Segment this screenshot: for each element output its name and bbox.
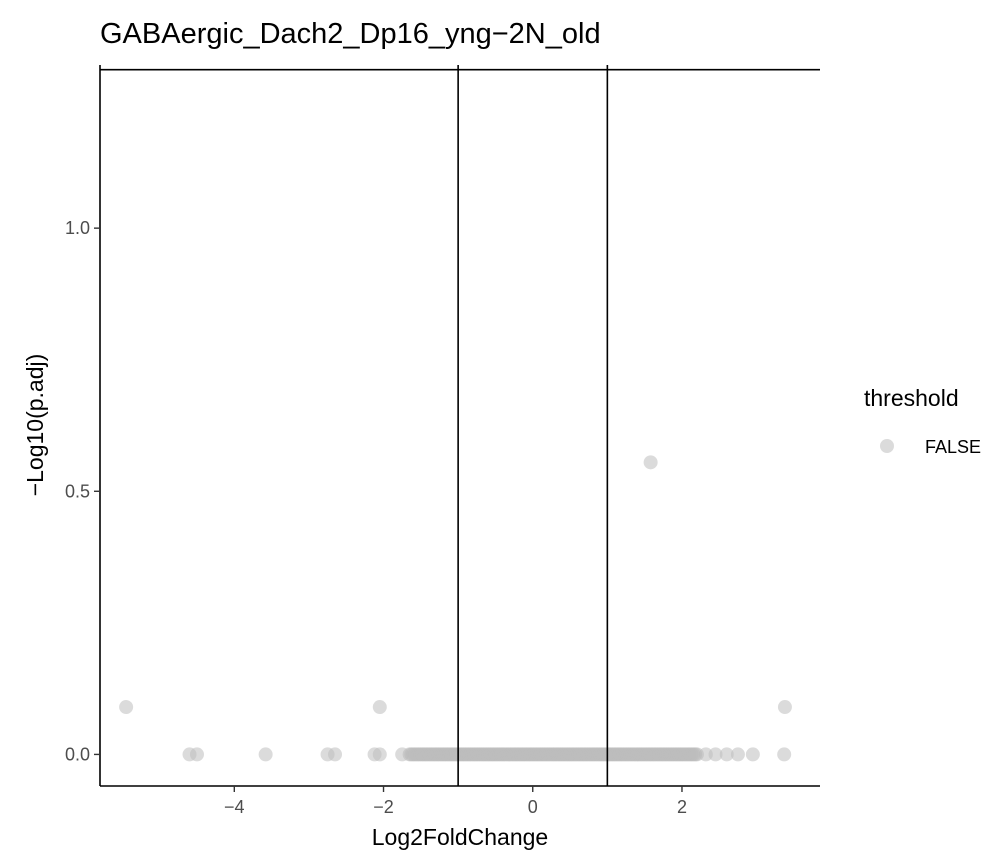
points-layer bbox=[119, 455, 792, 762]
x-axis-title: Log2FoldChange bbox=[372, 824, 548, 850]
data-point bbox=[777, 747, 792, 762]
data-point bbox=[258, 747, 273, 762]
x-tick-label: −4 bbox=[224, 797, 245, 817]
data-point bbox=[372, 747, 387, 762]
data-point bbox=[119, 700, 134, 715]
data-point bbox=[328, 747, 343, 762]
data-point bbox=[777, 700, 792, 715]
y-tick-label: 0.0 bbox=[65, 744, 90, 764]
data-point bbox=[689, 747, 704, 762]
legend-key-false bbox=[880, 439, 894, 453]
data-point bbox=[745, 747, 760, 762]
legend-label-false: FALSE bbox=[925, 437, 981, 457]
data-point bbox=[189, 747, 204, 762]
reference-lines bbox=[100, 65, 820, 786]
legend: threshold FALSE bbox=[864, 385, 981, 457]
data-point bbox=[643, 455, 658, 470]
data-point bbox=[719, 747, 734, 762]
x-axis-ticks: −4 −2 0 2 bbox=[224, 786, 687, 817]
chart-title: GABAergic_Dach2_Dp16_yng−2N_old bbox=[100, 18, 601, 50]
y-tick-label: 1.0 bbox=[65, 218, 90, 238]
x-tick-label: 2 bbox=[677, 797, 687, 817]
y-axis-ticks: 0.0 0.5 1.0 bbox=[65, 218, 100, 764]
x-tick-label: 0 bbox=[528, 797, 538, 817]
data-point bbox=[730, 747, 745, 762]
y-tick-label: 0.5 bbox=[65, 481, 90, 501]
legend-title: threshold bbox=[864, 385, 959, 411]
y-axis-title: −Log10(p.adj) bbox=[22, 354, 48, 497]
data-point bbox=[372, 700, 387, 715]
data-point bbox=[708, 747, 723, 762]
x-tick-label: −2 bbox=[373, 797, 394, 817]
